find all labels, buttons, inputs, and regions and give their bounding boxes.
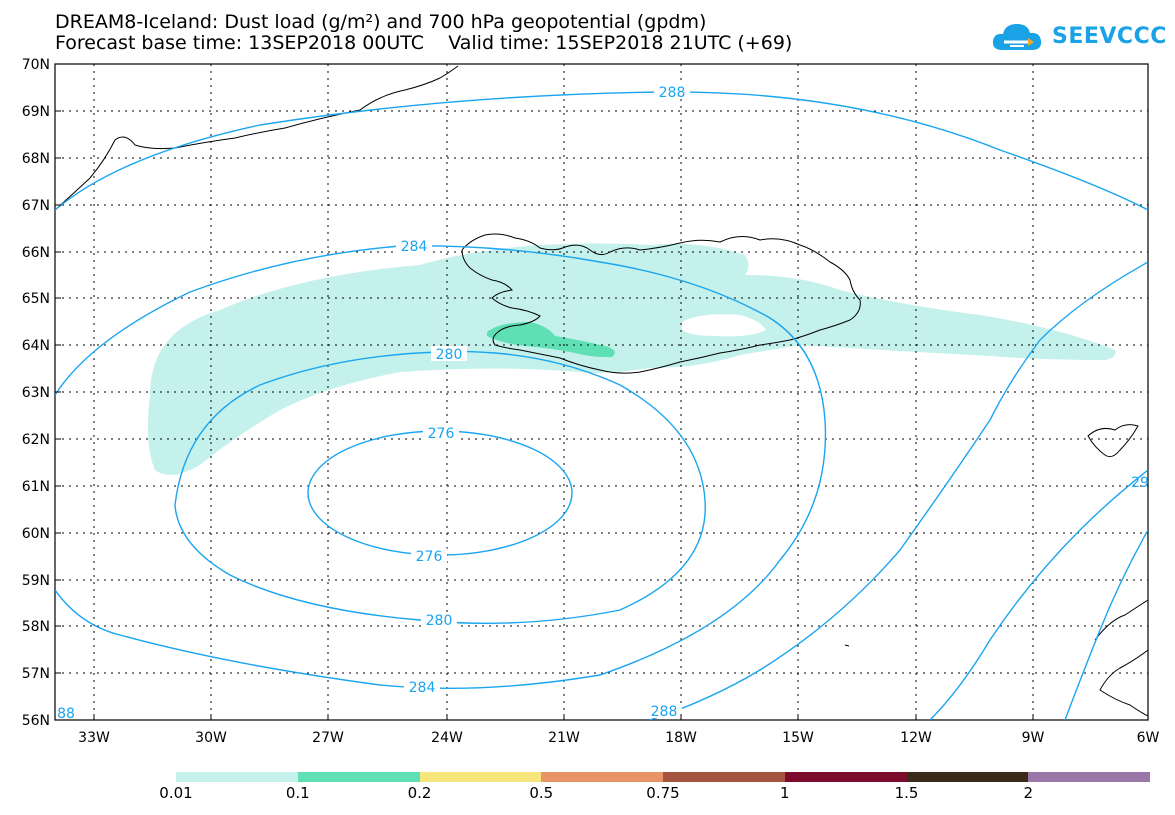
contour-label: 276 <box>428 426 455 442</box>
seevccc-logo: SEEVCCC <box>990 18 1166 58</box>
lat-label: 61N <box>22 479 50 495</box>
lat-label: 56N <box>22 713 50 729</box>
lat-label: 64N <box>22 338 50 354</box>
lat-label: 59N <box>22 573 50 589</box>
colorbar-label: 0.2 <box>407 784 432 802</box>
contour-292 <box>1064 529 1148 720</box>
lon-label: 24W <box>431 730 463 746</box>
dust-load-area-light <box>147 243 1116 475</box>
lat-label: 63N <box>22 385 50 401</box>
colorbar-segment <box>906 772 1029 782</box>
colorbar-segment <box>176 772 298 782</box>
colorbar-label: 0.1 <box>285 784 310 802</box>
geopotential-contours <box>55 91 1148 720</box>
lat-label: 58N <box>22 619 50 635</box>
dust-free-patch <box>682 314 766 337</box>
axis-ticks <box>55 63 1034 720</box>
dust-load-area-medium <box>487 322 615 358</box>
colorbar-segment <box>1028 772 1150 782</box>
lat-label: 62N <box>22 432 50 448</box>
contour-label-group: 288 284 280 276 276 280 284 288 29 88 <box>57 84 1149 722</box>
graticule <box>55 64 1148 720</box>
colorbar-segment <box>541 772 663 782</box>
contour-label: 288 <box>659 85 686 101</box>
contour-label: 280 <box>436 347 463 363</box>
colorbar-label: 0.01 <box>159 784 193 802</box>
lon-label: 6W <box>1137 730 1160 746</box>
colorbar-labels: 0.01 0.1 0.2 0.5 0.75 1 1.5 2 <box>0 784 1175 804</box>
lat-label: 65N <box>22 291 50 307</box>
coastlines <box>55 65 1148 717</box>
lon-label: 30W <box>195 730 227 746</box>
lat-label: 68N <box>22 151 50 167</box>
greenland-coast <box>55 65 459 211</box>
colorbar-label: 2 <box>1023 784 1034 802</box>
lat-label: 70N <box>22 57 50 73</box>
colorbar-label: 0.75 <box>646 784 680 802</box>
map-subtitle: Forecast base time: 13SEP2018 00UTC Vali… <box>55 32 793 54</box>
faroe-coast <box>1087 424 1139 458</box>
lon-label: 33W <box>78 730 110 746</box>
colorbar-label: 1.5 <box>894 784 919 802</box>
contour-288-north <box>55 91 1148 211</box>
colorbar <box>176 772 1150 782</box>
colorbar-segment <box>297 772 420 782</box>
lon-label: 21W <box>548 730 580 746</box>
colorbar-label: 0.5 <box>529 784 554 802</box>
logo-text: SEEVCCC <box>1052 24 1167 49</box>
lon-label: 9W <box>1022 730 1045 746</box>
iceland-coast <box>461 233 861 374</box>
contour-label: 276 <box>416 549 443 565</box>
colorbar-segment <box>784 772 907 782</box>
contour-280 <box>174 350 706 625</box>
lat-label: 67N <box>22 198 50 214</box>
lon-label: 18W <box>665 730 697 746</box>
contour-label: 88 <box>57 706 75 722</box>
latitude-labels: 70N 69N 68N 67N 66N 65N 64N 63N 62N 61N … <box>22 57 50 729</box>
rockall <box>844 644 850 647</box>
contour-label: 284 <box>401 239 428 255</box>
lon-label: 27W <box>312 730 344 746</box>
map-title: DREAM8-Iceland: Dust load (g/m²) and 700… <box>55 11 707 33</box>
colorbar-segment <box>419 772 542 782</box>
contour-label: 280 <box>426 613 453 629</box>
colorbar-label: 1 <box>779 784 790 802</box>
longitude-labels: 33W 30W 27W 24W 21W 18W 15W 12W 9W 6W <box>78 730 1159 746</box>
scotland-coast <box>1094 599 1148 717</box>
contour-label: 29 <box>1131 475 1149 491</box>
contour-284 <box>55 245 827 690</box>
lon-label: 15W <box>782 730 814 746</box>
contour-label: 284 <box>409 680 436 696</box>
contour-label: 288 <box>651 704 678 720</box>
lat-label: 57N <box>22 666 50 682</box>
lat-label: 69N <box>22 104 50 120</box>
lat-label: 60N <box>22 526 50 542</box>
cloud-icon <box>992 24 1042 50</box>
lon-label: 12W <box>900 730 932 746</box>
contour-288-east <box>649 261 1148 720</box>
contour-288-southeast <box>929 469 1148 720</box>
colorbar-segment <box>663 772 785 782</box>
lat-label: 66N <box>22 245 50 261</box>
